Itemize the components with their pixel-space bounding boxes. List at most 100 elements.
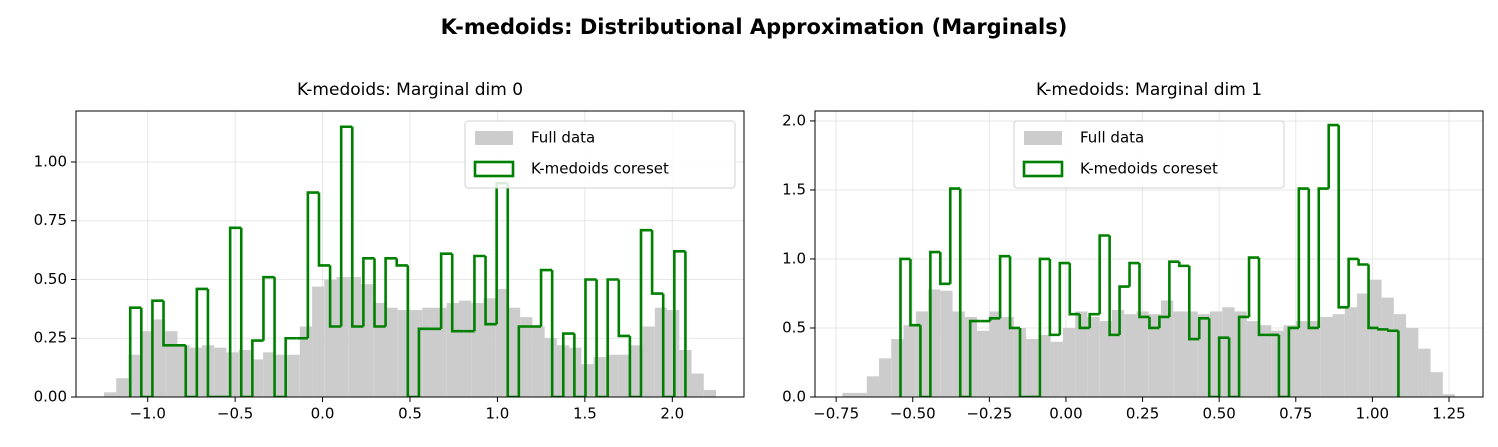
x-tick-label: 0.5 xyxy=(398,405,422,423)
histogram-bar xyxy=(1099,321,1112,397)
histogram-bar xyxy=(1111,310,1125,397)
histogram-step xyxy=(1078,314,1090,330)
histogram-step xyxy=(584,278,597,397)
y-tick-label: 0.0 xyxy=(782,388,806,406)
legend: Full data K-medoids coreset xyxy=(464,120,736,189)
histogram-bar xyxy=(1295,321,1309,397)
histogram-bar xyxy=(940,290,953,397)
histogram-step xyxy=(1098,234,1110,315)
y-tick-label: 0.00 xyxy=(34,388,67,406)
legend-label: Full data xyxy=(531,129,595,147)
histogram-bar xyxy=(1332,314,1345,397)
histogram-bar xyxy=(1369,279,1382,397)
x-tick-label: 0.50 xyxy=(1202,405,1235,423)
histogram-step xyxy=(306,191,319,339)
x-tick-label: −0.5 xyxy=(217,405,253,423)
histogram-bar xyxy=(312,286,325,397)
histogram-bar xyxy=(642,326,655,397)
axes-title: K-medoids: Marginal dim 0 xyxy=(297,80,523,100)
histogram-bar xyxy=(544,338,557,397)
histogram-bar xyxy=(140,331,153,397)
histogram-step xyxy=(628,335,642,397)
legend-swatch xyxy=(1022,160,1064,178)
histogram-step xyxy=(439,252,453,329)
histogram-bar xyxy=(1357,293,1370,397)
histogram-step xyxy=(899,257,911,397)
histogram-step xyxy=(450,253,464,333)
histogram-bar xyxy=(152,319,166,397)
histogram-step xyxy=(1038,257,1050,397)
legend-swatch xyxy=(473,160,515,178)
x-tick-label: 1.5 xyxy=(573,405,597,423)
histogram-bar xyxy=(1418,348,1431,397)
legend: Full data K-medoids coreset xyxy=(1013,120,1285,189)
histogram-bar xyxy=(177,345,190,397)
histogram-bar xyxy=(348,277,362,397)
histogram-step xyxy=(262,275,275,341)
histogram-bar xyxy=(1050,341,1063,397)
histogram-bar xyxy=(336,277,349,397)
histogram-step xyxy=(1108,235,1120,337)
y-tick-label: 2.0 xyxy=(782,111,806,129)
histogram-step xyxy=(1008,256,1020,330)
y-tick-label: 0.75 xyxy=(34,211,67,229)
histogram-step xyxy=(284,336,297,397)
histogram-bar xyxy=(1406,327,1419,397)
histogram-step xyxy=(1217,336,1230,397)
y-tick-label: 1.0 xyxy=(782,249,806,267)
axes-frame xyxy=(814,110,1484,398)
histogram-bar xyxy=(581,364,594,397)
histogram-step xyxy=(661,293,675,397)
histogram-step xyxy=(929,250,941,397)
histogram-step xyxy=(1168,260,1180,317)
x-tick-label: 1.00 xyxy=(1356,405,1389,423)
histogram-bar xyxy=(532,326,545,397)
y-tick-label: 0.5 xyxy=(782,318,806,336)
histogram-step xyxy=(417,327,431,397)
histogram-step xyxy=(1207,318,1220,397)
histogram-bar xyxy=(1381,297,1394,397)
histogram-step xyxy=(1347,257,1359,308)
histogram-step xyxy=(919,325,931,397)
histogram-step xyxy=(998,254,1011,319)
histogram-bar xyxy=(1173,311,1186,397)
histogram-bar xyxy=(1246,321,1260,397)
histogram-step xyxy=(350,126,364,328)
histogram-step xyxy=(1367,264,1379,330)
histogram-bar xyxy=(165,331,178,397)
histogram-bar xyxy=(903,325,916,397)
histogram-step xyxy=(939,252,951,286)
histogram-bar xyxy=(1271,330,1284,397)
x-tick-label: −1.0 xyxy=(129,405,165,423)
y-tick-label: 1.00 xyxy=(34,152,67,170)
legend-box xyxy=(464,120,736,189)
histogram-step xyxy=(1297,187,1309,328)
histogram-step xyxy=(328,265,342,328)
histogram-step xyxy=(1287,326,1299,397)
histogram-bar xyxy=(287,354,300,397)
histogram-step xyxy=(1307,188,1319,330)
histogram-bar xyxy=(1124,314,1137,397)
histogram-bar xyxy=(654,307,668,397)
histogram-bar xyxy=(458,300,472,397)
histogram-bar xyxy=(1320,316,1333,397)
histogram-step xyxy=(195,287,208,397)
histogram-step xyxy=(317,192,331,267)
histogram-step xyxy=(406,265,419,397)
histogram-step xyxy=(673,249,686,397)
y-tick-label: 0.50 xyxy=(34,270,67,288)
histogram-bar xyxy=(989,311,1002,397)
histogram-bar xyxy=(1393,314,1407,397)
histogram-bar xyxy=(1062,327,1076,397)
histogram-step xyxy=(273,277,286,397)
histogram-bar xyxy=(385,307,398,397)
histogram-step xyxy=(1178,261,1190,268)
histogram-bar xyxy=(226,352,239,397)
figure-title: K-medoids: Distributional Approximation … xyxy=(441,15,1068,39)
histogram-step xyxy=(1237,315,1250,397)
histogram-step xyxy=(948,187,961,284)
histogram-step xyxy=(473,254,486,332)
histogram-bar xyxy=(495,288,508,397)
histogram-bar xyxy=(263,352,276,397)
histogram-step xyxy=(595,279,608,397)
